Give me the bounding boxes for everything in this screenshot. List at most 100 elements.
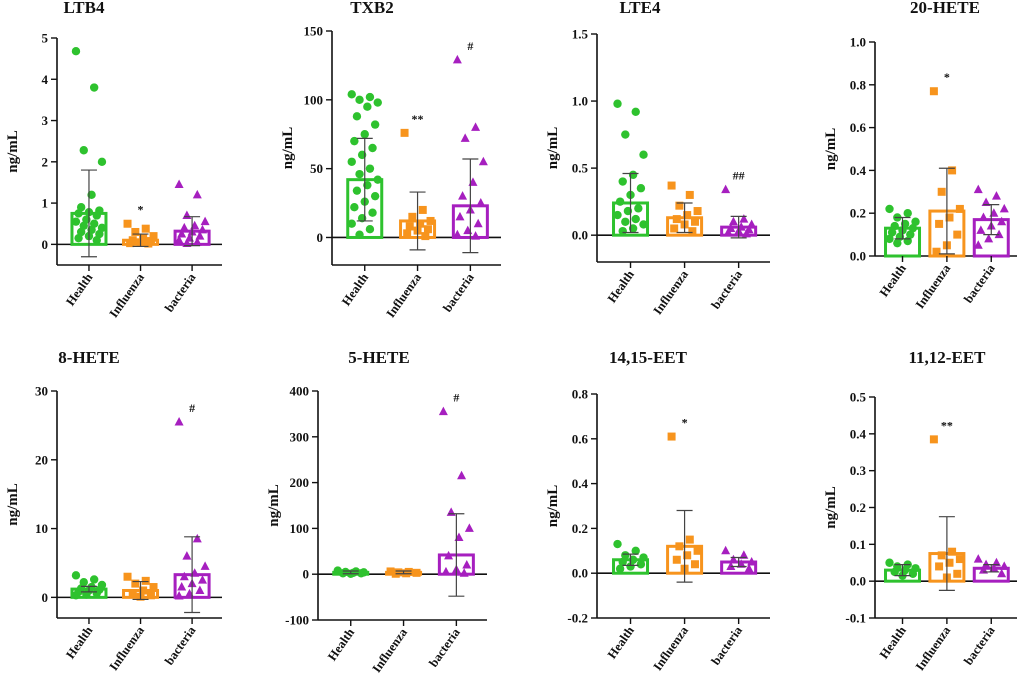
data-point xyxy=(412,568,421,577)
data-point xyxy=(192,533,202,543)
data-point xyxy=(149,583,158,592)
data-point xyxy=(370,120,380,129)
chart-title: LTB4 xyxy=(64,0,105,17)
data-point xyxy=(728,216,738,226)
data-point xyxy=(355,230,364,239)
y-tick-label: 0.1 xyxy=(850,537,866,552)
data-point xyxy=(937,551,946,560)
y-tick-label: -100 xyxy=(285,613,309,628)
significance-mark: * xyxy=(682,416,688,430)
x-tick-label: Influenza xyxy=(650,267,691,317)
data-point xyxy=(373,175,382,184)
data-point xyxy=(71,591,81,600)
data-point xyxy=(908,223,918,233)
data-point xyxy=(386,567,395,576)
y-tick-label: 100 xyxy=(290,521,310,536)
data-point xyxy=(74,233,83,243)
y-tick-label: 0.4 xyxy=(850,426,867,441)
y-tick-label: 0.6 xyxy=(850,120,867,135)
data-point xyxy=(929,87,938,96)
data-point xyxy=(423,225,432,234)
data-point xyxy=(726,561,736,570)
data-point xyxy=(421,232,430,241)
data-point xyxy=(471,231,481,240)
data-point xyxy=(82,590,91,599)
data-point xyxy=(368,143,377,153)
data-point xyxy=(621,130,630,139)
data-point xyxy=(932,247,941,256)
data-point xyxy=(893,238,902,248)
data-point xyxy=(149,232,158,241)
data-point xyxy=(999,561,1009,570)
data-point xyxy=(636,184,646,193)
x-tick-label: Influenza xyxy=(369,625,410,675)
data-point xyxy=(182,551,192,560)
data-point xyxy=(621,217,630,226)
data-point xyxy=(131,579,140,588)
y-tick-label: 0 xyxy=(42,590,49,605)
data-point xyxy=(890,567,899,577)
x-tick-label: Influenza xyxy=(913,261,954,311)
data-point xyxy=(200,216,210,226)
data-point xyxy=(350,136,359,146)
data-point xyxy=(350,202,359,212)
data-point xyxy=(408,212,417,221)
data-point xyxy=(685,535,694,544)
data-point xyxy=(935,219,944,228)
y-tick-label: 0 xyxy=(303,567,310,582)
data-point xyxy=(929,435,938,444)
data-point xyxy=(675,201,684,210)
data-point xyxy=(721,545,731,555)
x-tick-label: Health xyxy=(339,271,371,309)
data-point xyxy=(953,230,962,239)
data-point xyxy=(911,217,920,226)
x-tick-label: bacteria xyxy=(162,623,199,667)
data-point xyxy=(667,181,676,190)
panel-20-hete: 20-HETE ng/mL 0.0 0.2 0.4 0.6 0.8 1.0 Health * Inf… xyxy=(823,0,1017,311)
data-point xyxy=(476,198,486,207)
data-point xyxy=(144,239,153,248)
data-point xyxy=(174,179,184,189)
x-tick-label: Health xyxy=(63,624,95,662)
data-point xyxy=(618,226,627,236)
data-point xyxy=(618,557,627,567)
x-tick-label: Influenza xyxy=(650,623,691,673)
data-point xyxy=(999,203,1009,213)
chart-title: LTE4 xyxy=(620,0,661,17)
data-point xyxy=(887,228,897,237)
data-point xyxy=(126,239,135,248)
data-point xyxy=(355,169,364,179)
x-tick-label: bacteria xyxy=(709,267,746,311)
panel-txb2: TXB2 ng/mL 0 50 100 150 Health ** Influenza # bact… xyxy=(280,0,501,320)
y-tick-label: 3 xyxy=(42,113,49,128)
data-point xyxy=(688,227,697,236)
data-point xyxy=(174,416,184,426)
y-axis-label: ng/mL xyxy=(5,483,21,526)
data-point xyxy=(984,233,994,243)
data-point xyxy=(455,211,465,221)
y-tick-label: 0.2 xyxy=(572,521,588,536)
data-point xyxy=(195,231,205,240)
y-tick-label: 1.5 xyxy=(572,27,589,42)
data-point xyxy=(347,157,356,166)
data-point xyxy=(139,234,148,243)
chart-title: 11,12-EET xyxy=(909,348,987,367)
y-tick-label: 300 xyxy=(290,429,310,444)
x-tick-label: Health xyxy=(325,626,357,664)
data-point xyxy=(347,90,356,99)
data-point xyxy=(621,551,630,560)
data-point xyxy=(360,130,369,139)
data-point xyxy=(890,221,899,231)
data-point xyxy=(723,227,733,236)
data-point xyxy=(438,406,448,416)
x-tick-label: Influenza xyxy=(106,270,147,320)
chart-title: TXB2 xyxy=(350,0,393,17)
data-point xyxy=(174,590,184,600)
data-point xyxy=(79,146,88,155)
panel-5-hete: 5-HETE ng/mL -100 0 100 200 300 400 Health Influe… xyxy=(266,348,487,675)
y-tick-label: 0.0 xyxy=(572,228,588,243)
data-point xyxy=(71,47,81,56)
data-point xyxy=(92,589,101,598)
x-tick-label: Health xyxy=(877,262,909,300)
data-point xyxy=(639,553,648,562)
